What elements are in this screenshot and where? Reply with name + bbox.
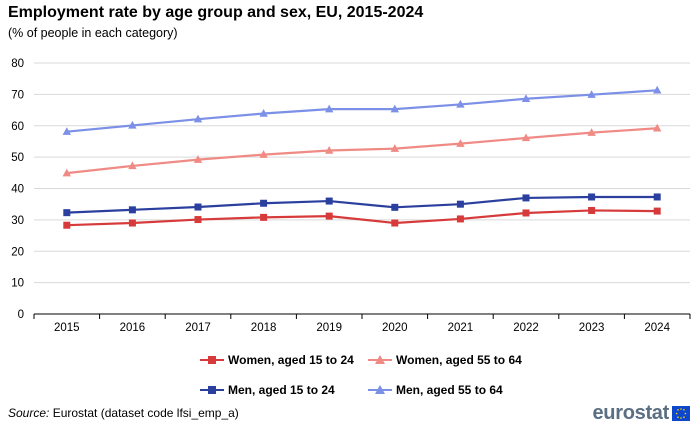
data-point — [587, 128, 596, 136]
data-point — [521, 133, 531, 142]
data-point — [522, 194, 530, 202]
data-point — [522, 209, 530, 217]
series-line-1 — [66, 127, 658, 175]
data-point — [325, 212, 333, 220]
legend-swatch — [200, 385, 224, 395]
x-tick-label: 2021 — [448, 322, 474, 334]
legend-item-men-15-24: Men, aged 15 to 24 — [200, 383, 335, 397]
series-line-3 — [66, 89, 658, 133]
legend-label: Men, aged 55 to 64 — [396, 383, 503, 397]
data-point — [325, 104, 334, 113]
data-point — [128, 219, 136, 227]
data-point — [260, 213, 268, 221]
chart-subtitle: (% of people in each category) — [8, 26, 178, 40]
legend-item-women-15-24: Women, aged 15 to 24 — [200, 353, 354, 367]
data-point — [260, 199, 268, 207]
data-point — [587, 90, 596, 98]
legend-item-men-55-64: Men, aged 55 to 64 — [368, 383, 503, 397]
y-tick-label: 50 — [11, 152, 24, 164]
data-point — [588, 206, 596, 214]
data-point — [588, 193, 596, 201]
source-text: Eurostat (dataset code lfsi_emp_a) — [52, 406, 239, 420]
data-point — [456, 215, 464, 223]
data-point — [521, 94, 531, 102]
data-point — [390, 144, 399, 152]
data-point — [63, 209, 71, 217]
logo-text: eurostat — [592, 402, 669, 424]
series-line-2 — [66, 195, 658, 214]
eurostat-logo: eurostat — [592, 402, 690, 425]
x-tick-label: 2017 — [185, 322, 211, 334]
x-tick-label: 2016 — [120, 322, 146, 334]
y-tick-label: 10 — [11, 278, 24, 290]
data-point — [456, 99, 465, 108]
legend-item-women-55-64: Women, aged 55 to 64 — [368, 353, 522, 367]
source-label: Source: — [8, 406, 50, 420]
data-point — [128, 206, 136, 214]
data-point — [128, 120, 137, 129]
legend-swatch — [368, 385, 392, 395]
y-tick-label: 30 — [11, 215, 24, 227]
line-chart: 0 10 20 30 40 50 60 70 80 2015 2016 2017 2018 2019 202… — [11, 58, 691, 334]
legend-swatch — [200, 355, 224, 365]
data-point — [194, 216, 202, 224]
data-point — [62, 127, 71, 135]
y-tick-label: 40 — [11, 184, 24, 196]
data-point — [391, 219, 399, 227]
x-tick-label: 2022 — [513, 322, 539, 334]
legend-label: Men, aged 15 to 24 — [228, 383, 335, 397]
data-point — [62, 168, 71, 177]
data-point — [259, 109, 268, 117]
data-point — [63, 221, 71, 229]
x-tick-label: 2023 — [579, 322, 605, 334]
data-point — [193, 155, 203, 163]
legend-swatch — [368, 355, 392, 365]
data-point — [456, 200, 464, 208]
data-point — [325, 146, 334, 154]
y-tick-label: 70 — [11, 89, 24, 101]
data-point — [259, 150, 268, 158]
data-point — [128, 161, 137, 170]
x-tick-label: 2024 — [644, 322, 670, 334]
data-point — [391, 203, 399, 211]
chart-title: Employment rate by age group and sex, EU… — [8, 4, 424, 21]
data-point — [390, 104, 399, 113]
y-tick-label: 20 — [11, 246, 24, 258]
data-point — [193, 114, 203, 123]
data-point — [325, 197, 333, 205]
legend-label: Women, aged 15 to 24 — [228, 353, 354, 367]
legend-label: Women, aged 55 to 64 — [396, 353, 522, 367]
data-point — [653, 207, 661, 215]
x-tick-label: 2020 — [382, 322, 408, 334]
y-tick-label: 80 — [11, 58, 24, 70]
series-line-0 — [66, 209, 658, 227]
x-tick-label: 2015 — [54, 322, 80, 334]
data-point — [194, 203, 202, 211]
data-point — [653, 193, 661, 201]
x-tick-label: 2019 — [316, 322, 342, 334]
eu-flag-icon — [672, 406, 690, 421]
data-point — [653, 85, 662, 94]
y-tick-label: 0 — [18, 309, 24, 321]
data-point — [653, 123, 662, 132]
source-note: Source: Eurostat (dataset code lfsi_emp_… — [8, 406, 239, 420]
y-tick-label: 60 — [11, 121, 24, 133]
x-tick-label: 2018 — [251, 322, 277, 334]
data-point — [456, 139, 465, 147]
